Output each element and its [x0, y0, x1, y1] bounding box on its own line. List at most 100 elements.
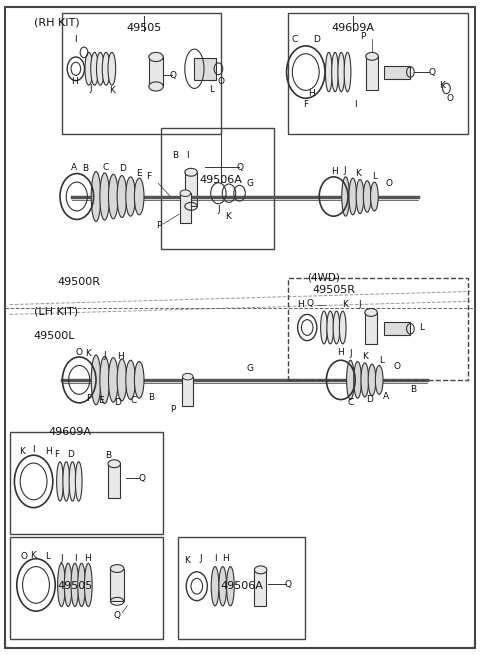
- Text: Q: Q: [114, 611, 120, 620]
- Text: Q: Q: [429, 67, 435, 77]
- Text: (LH KIT): (LH KIT): [34, 306, 78, 316]
- Ellipse shape: [57, 462, 63, 501]
- Text: Q: Q: [169, 71, 176, 80]
- Ellipse shape: [211, 567, 219, 606]
- Text: B: B: [410, 385, 416, 394]
- Text: B: B: [148, 393, 154, 402]
- Text: I: I: [74, 35, 77, 44]
- Text: 49505: 49505: [58, 581, 93, 591]
- Text: L: L: [419, 323, 424, 332]
- Ellipse shape: [347, 360, 354, 400]
- Text: 49506A: 49506A: [199, 175, 242, 185]
- Ellipse shape: [69, 462, 76, 501]
- Ellipse shape: [102, 52, 110, 85]
- Text: 49500R: 49500R: [58, 276, 101, 287]
- Bar: [185, 172, 197, 206]
- Text: C: C: [102, 162, 109, 172]
- Bar: [384, 66, 410, 79]
- Ellipse shape: [149, 52, 163, 62]
- Text: D: D: [114, 398, 121, 407]
- Ellipse shape: [356, 179, 364, 214]
- Ellipse shape: [371, 182, 378, 211]
- Text: 49505R: 49505R: [312, 284, 355, 295]
- Text: J: J: [343, 166, 346, 175]
- Text: P: P: [156, 221, 161, 231]
- Ellipse shape: [361, 363, 369, 397]
- Text: H: H: [71, 77, 78, 86]
- Text: D: D: [119, 164, 126, 174]
- Text: F: F: [303, 100, 308, 109]
- Text: O: O: [217, 77, 224, 86]
- Text: O: O: [447, 94, 454, 103]
- Text: (4WD): (4WD): [307, 272, 340, 282]
- Ellipse shape: [349, 178, 357, 215]
- Text: 49505: 49505: [126, 22, 162, 33]
- Text: K: K: [355, 169, 360, 178]
- Ellipse shape: [78, 563, 85, 607]
- Ellipse shape: [117, 359, 127, 401]
- Bar: [110, 569, 124, 601]
- Bar: [254, 570, 266, 606]
- Ellipse shape: [344, 52, 351, 92]
- Ellipse shape: [108, 52, 116, 85]
- Bar: [180, 193, 191, 223]
- Text: B: B: [105, 451, 111, 460]
- Bar: [182, 377, 193, 406]
- Text: Q: Q: [306, 299, 313, 308]
- Ellipse shape: [327, 311, 334, 344]
- Bar: [366, 56, 378, 90]
- Ellipse shape: [63, 462, 70, 501]
- Ellipse shape: [338, 52, 345, 92]
- Bar: [288, 278, 468, 380]
- Bar: [10, 537, 163, 639]
- Ellipse shape: [134, 178, 144, 215]
- Text: (RH KIT): (RH KIT): [34, 18, 79, 28]
- Bar: [161, 128, 274, 249]
- Text: J: J: [103, 350, 106, 360]
- Ellipse shape: [375, 365, 383, 394]
- Text: H: H: [308, 89, 314, 98]
- Ellipse shape: [84, 563, 92, 607]
- Text: F: F: [54, 450, 59, 459]
- Ellipse shape: [219, 567, 227, 606]
- Bar: [288, 13, 468, 134]
- Text: Q: Q: [138, 474, 145, 483]
- Ellipse shape: [321, 311, 327, 344]
- Ellipse shape: [91, 172, 101, 221]
- Ellipse shape: [134, 362, 144, 398]
- Ellipse shape: [91, 355, 101, 405]
- Text: D: D: [68, 450, 74, 459]
- Ellipse shape: [368, 364, 376, 396]
- Text: B: B: [83, 164, 88, 174]
- Text: E: E: [98, 396, 104, 405]
- Text: I: I: [186, 151, 189, 160]
- Bar: [62, 13, 221, 134]
- Ellipse shape: [149, 82, 163, 91]
- Ellipse shape: [64, 563, 72, 607]
- Text: 49500L: 49500L: [34, 331, 75, 341]
- Ellipse shape: [100, 173, 109, 220]
- Text: J: J: [359, 300, 361, 309]
- Ellipse shape: [339, 311, 346, 344]
- Text: D: D: [366, 395, 373, 404]
- Text: H: H: [45, 447, 51, 457]
- Text: P: P: [360, 31, 365, 41]
- Ellipse shape: [126, 360, 135, 400]
- Text: G: G: [246, 364, 253, 373]
- Ellipse shape: [117, 176, 127, 217]
- Ellipse shape: [75, 462, 82, 501]
- Text: J: J: [60, 553, 63, 563]
- Ellipse shape: [363, 181, 371, 212]
- Bar: [194, 58, 216, 80]
- Text: K: K: [184, 555, 190, 565]
- Text: K: K: [225, 212, 231, 221]
- Ellipse shape: [108, 460, 120, 468]
- Bar: [384, 322, 410, 335]
- Bar: [10, 432, 163, 534]
- Text: Q: Q: [237, 162, 243, 172]
- Ellipse shape: [180, 190, 191, 196]
- Text: B: B: [172, 151, 178, 160]
- Text: 49506A: 49506A: [221, 581, 264, 591]
- Ellipse shape: [58, 563, 65, 607]
- Ellipse shape: [108, 358, 118, 402]
